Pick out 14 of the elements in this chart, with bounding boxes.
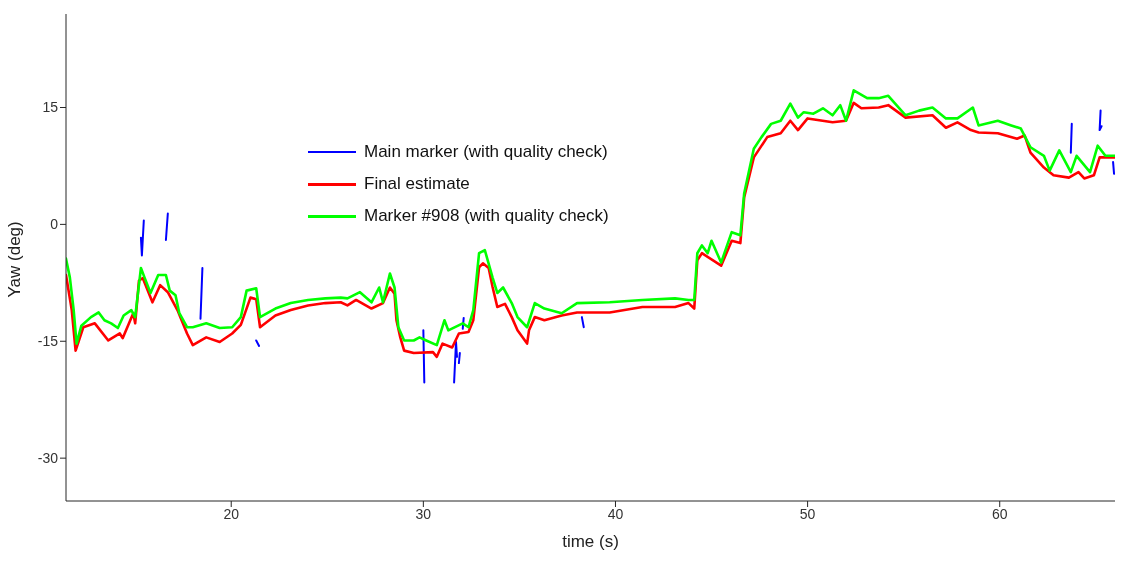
legend-label: Main marker (with quality check): [364, 141, 608, 163]
x-tick-label: 30: [415, 505, 432, 522]
y-tick-label: -15: [37, 333, 59, 350]
x-axis-title: time (s): [562, 532, 619, 551]
y-axis-title: Yaw (deg): [5, 221, 25, 298]
x-tick-label: 60: [991, 505, 1008, 522]
y-tick-label: 0: [50, 216, 59, 233]
legend-label: Final estimate: [364, 173, 470, 195]
x-tick-label: 40: [607, 505, 624, 522]
y-tick-label: 15: [42, 99, 59, 116]
legend-label: Marker #908 (with quality check): [364, 205, 609, 227]
x-tick-label: 50: [799, 505, 816, 522]
y-tick-label: -30: [37, 450, 59, 467]
x-tick-label: 20: [223, 505, 240, 522]
